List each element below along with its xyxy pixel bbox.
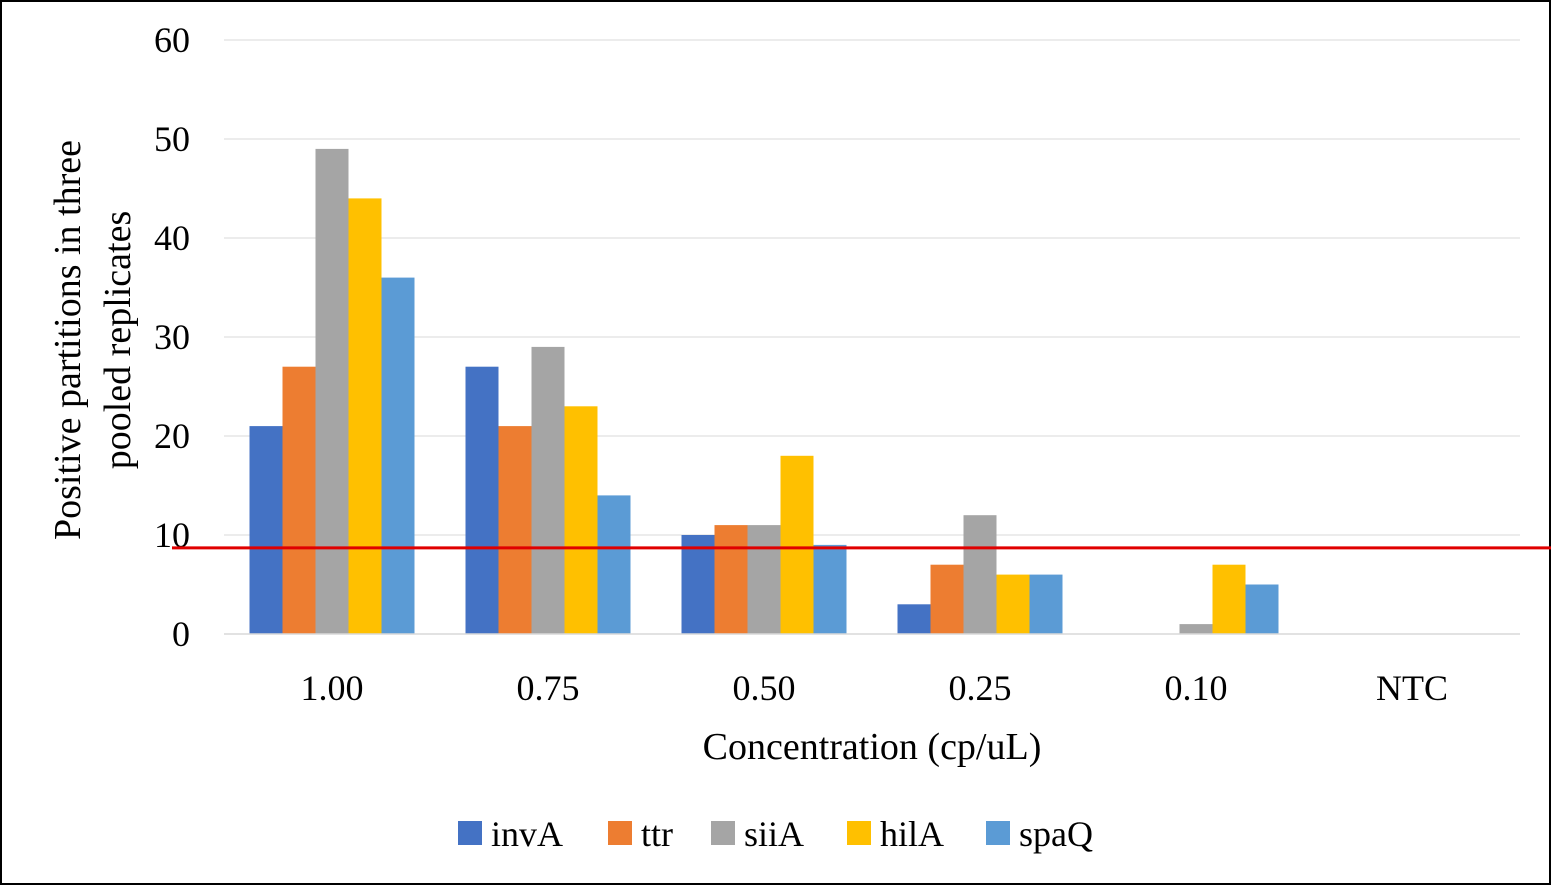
x-axis-ticks: 1.00 0.75 0.50 0.25 0.10 NTC (301, 668, 1449, 708)
y-tick-label: 30 (154, 317, 190, 357)
bar-invA-0.25 (897, 604, 931, 634)
bar-hilA-1.00 (348, 198, 382, 634)
bar-siiA-1.00 (315, 148, 349, 634)
y-axis-title-line-2: pooled replicates (97, 211, 139, 470)
legend-label: ttr (641, 814, 673, 854)
x-tick-label: 0.75 (517, 668, 580, 708)
gridlines (224, 39, 1520, 536)
bar-hilA-0.10 (1212, 564, 1246, 634)
y-axis-title-line-1: Positive partitions in three (47, 140, 89, 540)
bar-ttr-0.25 (930, 564, 964, 634)
y-tick-label: 20 (154, 416, 190, 456)
bar-ttr-1.00 (282, 366, 316, 634)
bar-hilA-0.50 (780, 455, 814, 634)
legend-item-spaQ: spaQ (986, 814, 1093, 854)
legend: invA ttr siiA hilA spaQ (458, 814, 1093, 854)
y-tick-label: 50 (154, 119, 190, 159)
legend-swatch (458, 821, 482, 845)
bar-siiA-0.10 (1179, 624, 1213, 634)
x-tick-label: 0.25 (949, 668, 1012, 708)
legend-label: spaQ (1019, 814, 1093, 854)
x-tick-label: NTC (1376, 668, 1448, 708)
bar-siiA-0.25 (963, 515, 997, 634)
legend-swatch (847, 821, 871, 845)
legend-item-siiA: siiA (711, 814, 804, 854)
bar-spaQ-0.50 (813, 544, 847, 634)
bar-siiA-0.75 (531, 346, 565, 634)
x-axis-title: Concentration (cp/uL) (703, 726, 1042, 768)
y-tick-label: 40 (154, 218, 190, 258)
y-axis-title: Positive partitions in three pooled repl… (47, 140, 139, 540)
bar-spaQ-0.10 (1245, 584, 1279, 634)
bar-spaQ-0.75 (597, 495, 631, 634)
bar-ttr-0.75 (498, 426, 532, 634)
bar-invA-0.75 (465, 366, 499, 634)
x-tick-label: 0.10 (1165, 668, 1228, 708)
legend-swatch (608, 821, 632, 845)
bar-hilA-0.25 (996, 574, 1030, 634)
legend-item-hilA: hilA (847, 814, 944, 854)
legend-item-invA: invA (458, 814, 563, 854)
bar-ttr-0.50 (714, 525, 748, 634)
legend-label: invA (491, 814, 563, 854)
legend-item-ttr: ttr (608, 814, 673, 854)
bars (249, 148, 1279, 634)
x-tick-label: 1.00 (301, 668, 364, 708)
x-tick-label: 0.50 (733, 668, 796, 708)
bar-invA-1.00 (249, 426, 283, 634)
legend-swatch (711, 821, 735, 845)
bar-spaQ-1.00 (381, 277, 415, 634)
bar-invA-0.50 (681, 535, 715, 634)
bar-hilA-0.75 (564, 406, 598, 634)
y-tick-label: 60 (154, 20, 190, 60)
bar-spaQ-0.25 (1029, 574, 1063, 634)
legend-swatch (986, 821, 1010, 845)
legend-label: siiA (744, 814, 804, 854)
legend-label: hilA (880, 814, 944, 854)
y-tick-label: 0 (172, 614, 190, 654)
bar-siiA-0.50 (747, 525, 781, 634)
